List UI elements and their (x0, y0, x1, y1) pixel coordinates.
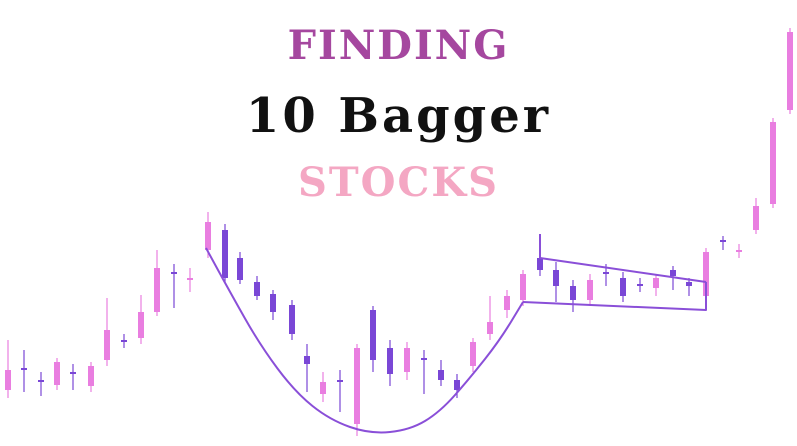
candle (121, 334, 127, 348)
candle-body (770, 122, 776, 204)
candle-body (138, 312, 144, 338)
candle-body (404, 348, 410, 372)
candle (304, 344, 310, 392)
candle-body (38, 380, 44, 382)
candle (320, 372, 326, 402)
candle-body (5, 370, 11, 390)
candle (653, 274, 659, 296)
headline-finding: FINDING (287, 22, 510, 69)
cup-curve (205, 247, 524, 434)
candle (553, 262, 559, 302)
candle-body (254, 282, 260, 296)
candle (736, 244, 742, 258)
candle (154, 250, 160, 316)
candle (404, 342, 410, 380)
candle (54, 358, 60, 390)
candles-group (5, 28, 793, 436)
candle-body (354, 348, 360, 424)
candle (354, 344, 360, 436)
candle (21, 350, 27, 392)
candle-body (686, 282, 692, 286)
candle-body (504, 296, 510, 310)
candle-body (104, 330, 110, 360)
candle (587, 274, 593, 306)
candle (753, 198, 759, 234)
candle (138, 295, 144, 344)
candle (504, 290, 510, 318)
candle (187, 268, 193, 292)
candle (686, 278, 692, 296)
headline-10-bagger: 10 Bagger (245, 88, 552, 144)
candle (254, 276, 260, 300)
candle-body (289, 305, 295, 334)
candle (270, 290, 276, 320)
candle-body (337, 380, 343, 382)
candle-body (237, 258, 243, 280)
candle (70, 364, 76, 390)
candle-body (587, 280, 593, 300)
candle-body (637, 284, 643, 286)
candle (104, 298, 110, 366)
candle-body (171, 272, 177, 274)
candle (470, 338, 476, 372)
candle (438, 360, 444, 386)
candle (637, 278, 643, 292)
candle-body (121, 340, 127, 342)
candle-body (438, 370, 444, 380)
candle (370, 306, 376, 372)
candle-body (787, 32, 793, 110)
candle-body (21, 368, 27, 370)
candle (787, 28, 793, 114)
candle (570, 280, 576, 312)
candle (171, 264, 177, 308)
candle-body (222, 230, 228, 278)
candle-body (470, 342, 476, 366)
candle-body (537, 258, 543, 270)
candle-body (70, 372, 76, 374)
cup-and-handle-pattern (205, 234, 707, 434)
candle (520, 270, 526, 306)
candle-body (703, 252, 709, 296)
candle-body (205, 222, 211, 250)
candle-body (720, 240, 726, 242)
candle-body (570, 286, 576, 300)
candle-body (487, 322, 493, 334)
candle-body (520, 274, 526, 300)
candle (421, 350, 427, 394)
candle (387, 340, 393, 386)
candle-body (653, 278, 659, 288)
candle (337, 370, 343, 412)
candle (487, 296, 493, 340)
handle-bottom-line (522, 282, 707, 311)
candle-body (736, 250, 742, 252)
candle (5, 340, 11, 398)
handle-top-line (539, 234, 707, 283)
candle-body (54, 362, 60, 385)
candle-body (603, 272, 609, 274)
candle (237, 252, 243, 284)
candle-body (553, 270, 559, 286)
candle (222, 224, 228, 282)
candle (88, 362, 94, 392)
candle (289, 300, 295, 340)
candle (720, 236, 726, 250)
candle-body (270, 294, 276, 312)
candle (38, 372, 44, 396)
candle-body (370, 310, 376, 360)
candle-body (154, 268, 160, 312)
candle-body (187, 278, 193, 280)
headline-stocks: STOCKS (298, 159, 499, 206)
candle-body (304, 356, 310, 364)
candle-body (320, 382, 326, 394)
candle-body (88, 366, 94, 386)
candle-body (421, 358, 427, 360)
candle (770, 118, 776, 208)
candle-body (753, 206, 759, 230)
candle-body (387, 348, 393, 374)
candle-body (670, 270, 676, 276)
candle-body (620, 278, 626, 296)
candle-body (454, 380, 460, 390)
candle (620, 272, 626, 302)
